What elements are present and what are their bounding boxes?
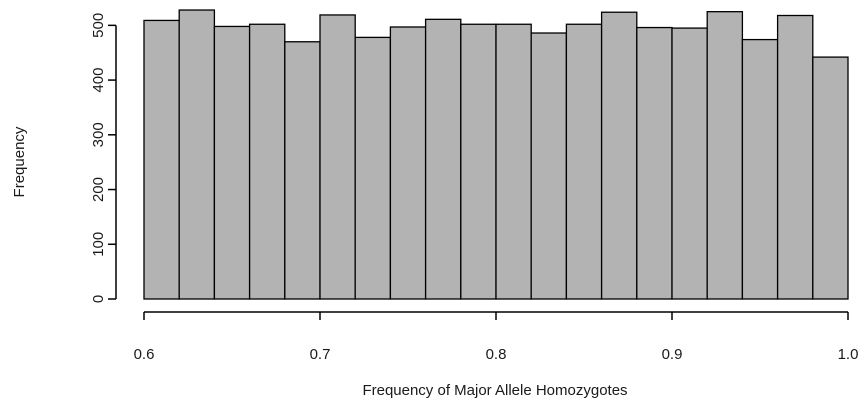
- y-tick-label: 200: [90, 177, 107, 202]
- histogram-bar: [424, 18, 462, 300]
- histogram-bar: [178, 9, 216, 300]
- histogram-bar: [706, 11, 744, 300]
- histogram-bar: [213, 25, 251, 300]
- histogram-bar: [143, 19, 180, 300]
- y-tick-label: 500: [90, 13, 107, 38]
- histogram-bar: [600, 11, 638, 300]
- x-tick-label: 0.8: [486, 346, 507, 363]
- x-tick-label: 0.7: [310, 346, 331, 363]
- histogram-bar: [741, 38, 779, 300]
- histogram-bar: [284, 41, 321, 300]
- x-tick-label: 0.6: [134, 346, 155, 363]
- y-tick-label: 300: [90, 122, 107, 147]
- histogram-bar: [636, 26, 673, 300]
- histogram-bar: [319, 14, 356, 300]
- histogram-bar: [530, 32, 568, 300]
- histogram-bar: [495, 23, 532, 300]
- y-axis: 0 100 200 300 400 500: [90, 13, 117, 303]
- histogram-bar: [776, 14, 814, 300]
- x-axis-title: Frequency of Major Allele Homozygotes: [362, 382, 627, 399]
- histogram-bar: [354, 36, 392, 300]
- x-axis: 0.6 0.7 0.8 0.9 1.0: [134, 311, 859, 363]
- histogram-bar: [389, 26, 427, 300]
- x-tick-label: 0.9: [662, 346, 683, 363]
- histogram-bar: [460, 23, 497, 300]
- histogram-bar: [565, 23, 603, 300]
- histogram-bar: [671, 27, 708, 300]
- y-tick-label: 400: [90, 68, 107, 93]
- y-axis-title: Frequency: [11, 126, 28, 197]
- y-tick-label: 0: [90, 295, 107, 303]
- bars-group: [143, 9, 849, 300]
- x-tick-label: 1.0: [838, 346, 859, 363]
- histogram-bar: [248, 23, 286, 300]
- histogram-bar: [812, 56, 849, 300]
- y-tick-label: 100: [90, 232, 107, 257]
